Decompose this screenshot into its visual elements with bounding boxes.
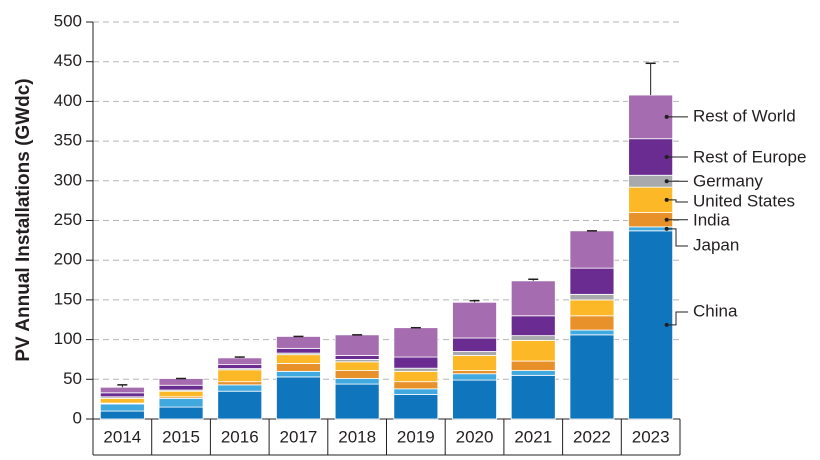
bar-segment	[276, 370, 321, 378]
bar-segment	[393, 370, 439, 383]
bar-segment	[510, 374, 556, 420]
bar-segment	[569, 299, 615, 317]
bar-segment	[276, 347, 321, 354]
x-tick-label: 2016	[221, 427, 259, 446]
bar-segment	[276, 354, 321, 364]
x-tick-label: 2019	[397, 427, 435, 446]
bar-segment	[334, 383, 380, 420]
bar-segment	[452, 351, 497, 356]
bar-segment	[452, 355, 497, 371]
bar-segment	[276, 363, 321, 372]
bar-segment	[217, 381, 263, 386]
bar-segment	[393, 367, 439, 372]
bar-segment	[452, 373, 497, 381]
bar-segment	[569, 293, 615, 301]
bar-segment	[158, 378, 204, 386]
legend-label: China	[693, 301, 738, 320]
y-tick-label: 500	[54, 11, 82, 30]
bar-segment	[393, 393, 439, 420]
legend-leader	[666, 228, 688, 247]
bar-segment	[393, 356, 439, 369]
legend-label: Germany	[693, 171, 763, 190]
bar-segment	[334, 334, 380, 356]
y-tick-label: 200	[54, 250, 82, 269]
bar-segment	[510, 315, 556, 337]
legend-leader	[666, 311, 688, 326]
bar-segment	[217, 384, 263, 392]
y-tick-label: 100	[54, 329, 82, 348]
bar-segment	[158, 384, 204, 391]
legend-label: Rest of Europe	[693, 147, 806, 166]
bar-segment	[510, 339, 556, 362]
bar-segment	[569, 315, 615, 331]
bar-segment	[452, 337, 497, 352]
bar-segment	[158, 390, 204, 398]
bar-segment	[217, 357, 263, 366]
bar-segment	[393, 327, 439, 358]
bar-segment	[217, 390, 263, 420]
bar-segment	[158, 406, 204, 420]
bar-segment	[569, 334, 615, 420]
legend-leader	[666, 199, 688, 203]
bar-segment	[510, 335, 556, 341]
bar-segment	[393, 388, 439, 395]
bar-segment	[276, 376, 321, 420]
bar-segment	[510, 370, 556, 376]
legend-label: Japan	[693, 235, 739, 254]
bar-segment	[99, 410, 145, 420]
bar-segment	[510, 360, 556, 371]
y-tick-label: 350	[54, 131, 82, 150]
y-tick-label: 0	[73, 408, 82, 427]
bar-segment	[452, 379, 497, 420]
bar-segment	[452, 301, 497, 339]
bar-segment	[217, 364, 263, 369]
x-tick-label: 2014	[103, 427, 141, 446]
bar-segment	[334, 370, 380, 379]
bar-segment	[334, 361, 380, 371]
x-tick-label: 2022	[573, 427, 611, 446]
bar-segment	[393, 381, 439, 390]
y-tick-label: 400	[54, 91, 82, 110]
y-tick-label: 450	[54, 51, 82, 70]
x-tick-label: 2023	[632, 427, 670, 446]
legend-label: United States	[693, 191, 795, 210]
x-tick-label: 2018	[338, 427, 376, 446]
bar-segment	[99, 397, 145, 404]
bar-segment	[569, 267, 615, 295]
x-tick-label: 2021	[514, 427, 552, 446]
y-tick-label: 250	[54, 210, 82, 229]
bar-segment	[452, 370, 497, 375]
bar-segment	[276, 336, 321, 349]
legend-label: Rest of World	[693, 106, 796, 125]
bar-segment	[99, 403, 145, 412]
bar-segment	[569, 329, 615, 336]
y-tick-label: 150	[54, 289, 82, 308]
y-tick-label: 300	[54, 170, 82, 189]
y-axis-label: PV Annual Installations (GWdc)	[13, 78, 34, 361]
bar-segment	[99, 392, 145, 398]
bar-segment	[569, 230, 615, 269]
x-tick-label: 2020	[456, 427, 494, 446]
bar-segment	[99, 386, 145, 394]
bar-segment	[334, 378, 380, 385]
bar-segment	[510, 280, 556, 317]
x-tick-label: 2017	[280, 427, 318, 446]
x-tick-label: 2015	[162, 427, 200, 446]
legend-label: India	[693, 210, 730, 229]
bar-segment	[158, 397, 204, 408]
bar-segment	[217, 369, 263, 383]
bar-segment	[334, 355, 380, 360]
y-tick-label: 50	[63, 369, 82, 388]
